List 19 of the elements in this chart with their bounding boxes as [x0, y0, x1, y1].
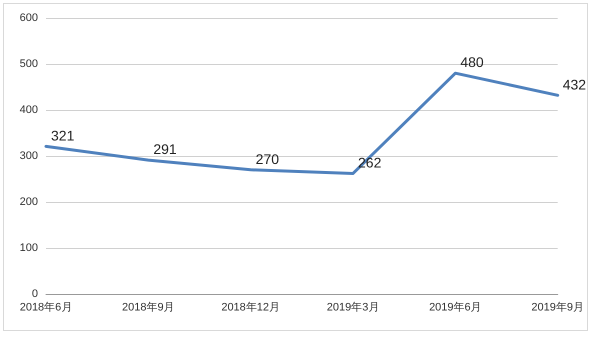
x-tick-label: 2019年6月 — [429, 302, 482, 314]
x-tick-label: 2018年9月 — [122, 302, 175, 314]
x-tick-label: 2018年12月 — [221, 302, 280, 314]
line-series — [44, 72, 560, 175]
x-tick-label: 2019年3月 — [326, 302, 380, 314]
data-label: 321 — [51, 127, 75, 144]
y-tick-label: 0 — [32, 288, 38, 300]
data-label: 480 — [460, 54, 484, 70]
y-tick-label: 300 — [20, 150, 38, 162]
y-tick-label: 100 — [20, 242, 38, 254]
y-tick-label: 400 — [20, 104, 38, 116]
data-label: 270 — [256, 150, 280, 167]
y-tick-label: 600 — [20, 12, 38, 24]
x-tick-label: 2018年6月 — [20, 302, 72, 314]
y-tick-label: 200 — [20, 196, 38, 208]
x-tick-label: 2019年9月 — [531, 302, 584, 314]
data-label: 432 — [562, 76, 586, 92]
y-tick-label: 500 — [20, 58, 38, 70]
data-label: 291 — [153, 141, 177, 158]
